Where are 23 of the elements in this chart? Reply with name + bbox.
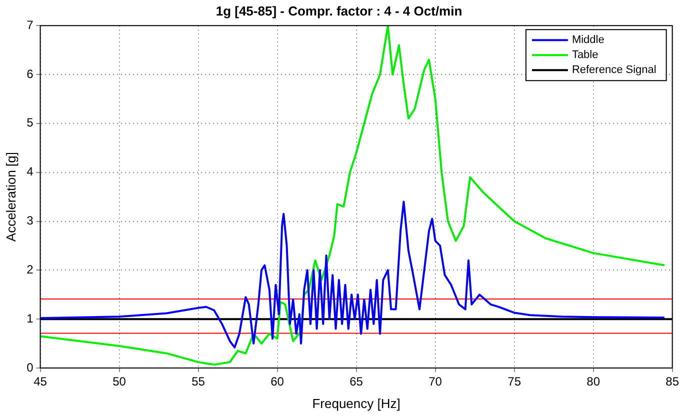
y-tick-label: 3 [26,214,34,228]
y-tick-label: 4 [26,164,34,179]
y-tick-label: 1 [26,311,34,326]
x-tick-label: 65 [350,374,364,389]
y-tick-label: 2 [26,262,34,276]
x-tick-label: 75 [508,374,522,389]
x-tick-label: 45 [34,374,48,389]
y-tick-label: 5 [26,116,34,130]
legend-label: Middle [572,34,604,46]
y-tick-label: 6 [26,66,34,81]
y-tick-label: 7 [26,18,34,32]
x-tick-label: 70 [428,374,442,389]
x-tick-label: 85 [666,374,680,389]
legend-label: Reference Signal [572,64,656,76]
x-tick-label: 55 [192,374,206,389]
chart-title: 1g [45-85] - Compr. factor : 4 - 4 Oct/min [216,3,462,18]
legend-label: Table [572,49,598,62]
x-axis-title: Frequency [Hz] [312,396,400,411]
y-tick-label: 0 [26,360,34,374]
x-tick-label: 80 [586,374,600,389]
x-tick-label: 50 [112,374,126,389]
x-tick-label: 60 [270,374,284,389]
y-axis-title: Acceleration [g] [3,152,18,242]
